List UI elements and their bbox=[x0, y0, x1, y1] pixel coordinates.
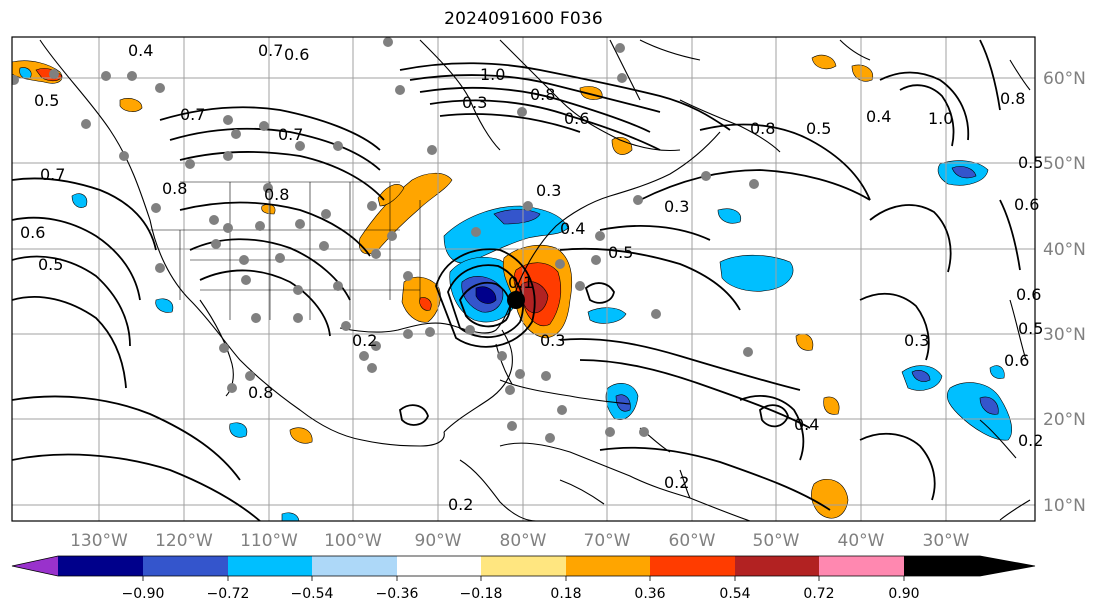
contour-label: 0.6 bbox=[20, 223, 45, 242]
colorbar-segment bbox=[735, 556, 819, 576]
lon-label-100w: 100°W bbox=[324, 531, 382, 551]
latitude-labels: 60°N 50°N 40°N 30°N 20°N 10°N bbox=[1043, 69, 1086, 516]
contour-label: 1.0 bbox=[928, 109, 953, 128]
colorbar-segment bbox=[312, 556, 397, 576]
contour-label: 0.8 bbox=[1000, 89, 1025, 108]
colorbar-extend-low bbox=[12, 556, 58, 576]
colorbar-tick-label: 0.72 bbox=[803, 586, 834, 602]
contour-label: 0.4 bbox=[560, 219, 585, 238]
lat-label-20n: 20°N bbox=[1043, 410, 1086, 430]
contour-label: 0.5 bbox=[34, 91, 59, 110]
contour-labels: 0.4 0.7 0.6 1.0 0.8 0.6 0.3 0.5 0.7 0.7 … bbox=[20, 41, 1043, 514]
contour-label: 0.4 bbox=[794, 415, 819, 434]
contour-label: 0.3 bbox=[540, 331, 565, 350]
colorbar-tick-label: 0.36 bbox=[634, 586, 665, 602]
lat-label-50n: 50°N bbox=[1043, 154, 1086, 174]
anomaly-shading bbox=[12, 54, 1012, 521]
lon-label-130w: 130°W bbox=[70, 531, 128, 551]
lon-label-70w: 70°W bbox=[584, 531, 631, 551]
contour-label: 0.6 bbox=[1014, 195, 1039, 214]
colorbar-segment bbox=[228, 556, 312, 576]
contour-label: 0.3 bbox=[904, 331, 929, 350]
lon-label-80w: 80°W bbox=[500, 531, 547, 551]
contour-label: 0.2 bbox=[448, 495, 473, 514]
coastlines bbox=[39, 39, 1031, 521]
station-dots bbox=[12, 37, 759, 443]
contour-label: 0.5 bbox=[806, 119, 831, 138]
colorbar-tick-label: −0.18 bbox=[460, 586, 503, 602]
lon-label-120w: 120°W bbox=[155, 531, 213, 551]
contour-label: 0.3 bbox=[462, 93, 487, 112]
contour-label: 0.7 bbox=[180, 105, 205, 124]
contour-label: 1.0 bbox=[480, 65, 505, 84]
lon-label-60w: 60°W bbox=[669, 531, 716, 551]
contour-label: 0.6 bbox=[1004, 351, 1029, 370]
contour-label: 0.8 bbox=[264, 185, 289, 204]
lat-label-60n: 60°N bbox=[1043, 69, 1086, 89]
contour-label: 0.6 bbox=[564, 109, 589, 128]
contour-label: 0.3 bbox=[664, 197, 689, 216]
contour-label: 0.6 bbox=[284, 45, 309, 64]
contour-label: 0.8 bbox=[162, 179, 187, 198]
colorbar-segment bbox=[143, 556, 228, 576]
lon-label-30w: 30°W bbox=[923, 531, 970, 551]
contour-label: 0.5 bbox=[1018, 153, 1043, 172]
colorbar-tick-label: −0.72 bbox=[207, 586, 250, 602]
colorbar-tick-label: 0.54 bbox=[719, 586, 750, 602]
contour-label: 0.6 bbox=[1016, 285, 1041, 304]
contour-label: 0.8 bbox=[248, 383, 273, 402]
contour-label: 0.7 bbox=[258, 41, 283, 60]
contour-label: 0.4 bbox=[866, 107, 891, 126]
colorbar-segment bbox=[397, 556, 481, 576]
lon-label-50w: 50°W bbox=[753, 531, 800, 551]
colorbar-extend-high bbox=[904, 556, 1035, 576]
colorbar-segment bbox=[566, 556, 650, 576]
contour-label: 0.3 bbox=[536, 181, 561, 200]
lat-label-30n: 30°N bbox=[1043, 325, 1086, 345]
contour-label: 0.2 bbox=[1018, 431, 1043, 450]
colorbar-segment bbox=[650, 556, 735, 576]
storm-center-marker bbox=[507, 291, 525, 309]
map-border bbox=[11, 36, 1036, 522]
longitude-labels: 130°W 120°W 110°W 100°W 90°W 80°W 70°W 6… bbox=[70, 531, 970, 551]
contour-label: 0.5 bbox=[38, 255, 63, 274]
contour-label: 0.5 bbox=[1018, 319, 1043, 338]
contour-label: 0.7 bbox=[278, 125, 303, 144]
contour-label: 0.5 bbox=[608, 243, 633, 262]
lon-label-90w: 90°W bbox=[415, 531, 462, 551]
colorbar-tick-label: −0.54 bbox=[291, 586, 334, 602]
contour-label: 0.4 bbox=[128, 41, 153, 60]
colorbar: −0.90 −0.72 −0.54 −0.36 −0.18 0.18 0.36 … bbox=[11, 555, 1036, 602]
colorbar-tick-label: −0.90 bbox=[122, 586, 165, 602]
contour-label: 0.2 bbox=[352, 331, 377, 350]
lon-label-110w: 110°W bbox=[240, 531, 298, 551]
colorbar-segment bbox=[481, 556, 566, 576]
contour-lines bbox=[12, 39, 1021, 521]
colorbar-tick-label: 0.90 bbox=[888, 586, 919, 602]
colorbar-tick-label: 0.18 bbox=[550, 586, 581, 602]
contour-label: 0.8 bbox=[750, 119, 775, 138]
colorbar-segment bbox=[58, 556, 143, 576]
contour-label: 0.8 bbox=[530, 85, 555, 104]
contour-label: 0.2 bbox=[664, 473, 689, 492]
lat-label-40n: 40°N bbox=[1043, 240, 1086, 260]
contour-label: 0.1 bbox=[508, 273, 533, 292]
map-title: 2024091600 F036 bbox=[444, 9, 603, 29]
lat-label-10n: 10°N bbox=[1043, 496, 1086, 516]
colorbar-tick-label: −0.36 bbox=[376, 586, 419, 602]
lon-label-40w: 40°W bbox=[838, 531, 885, 551]
contour-label: 0.7 bbox=[40, 165, 65, 184]
colorbar-segment bbox=[819, 556, 904, 576]
